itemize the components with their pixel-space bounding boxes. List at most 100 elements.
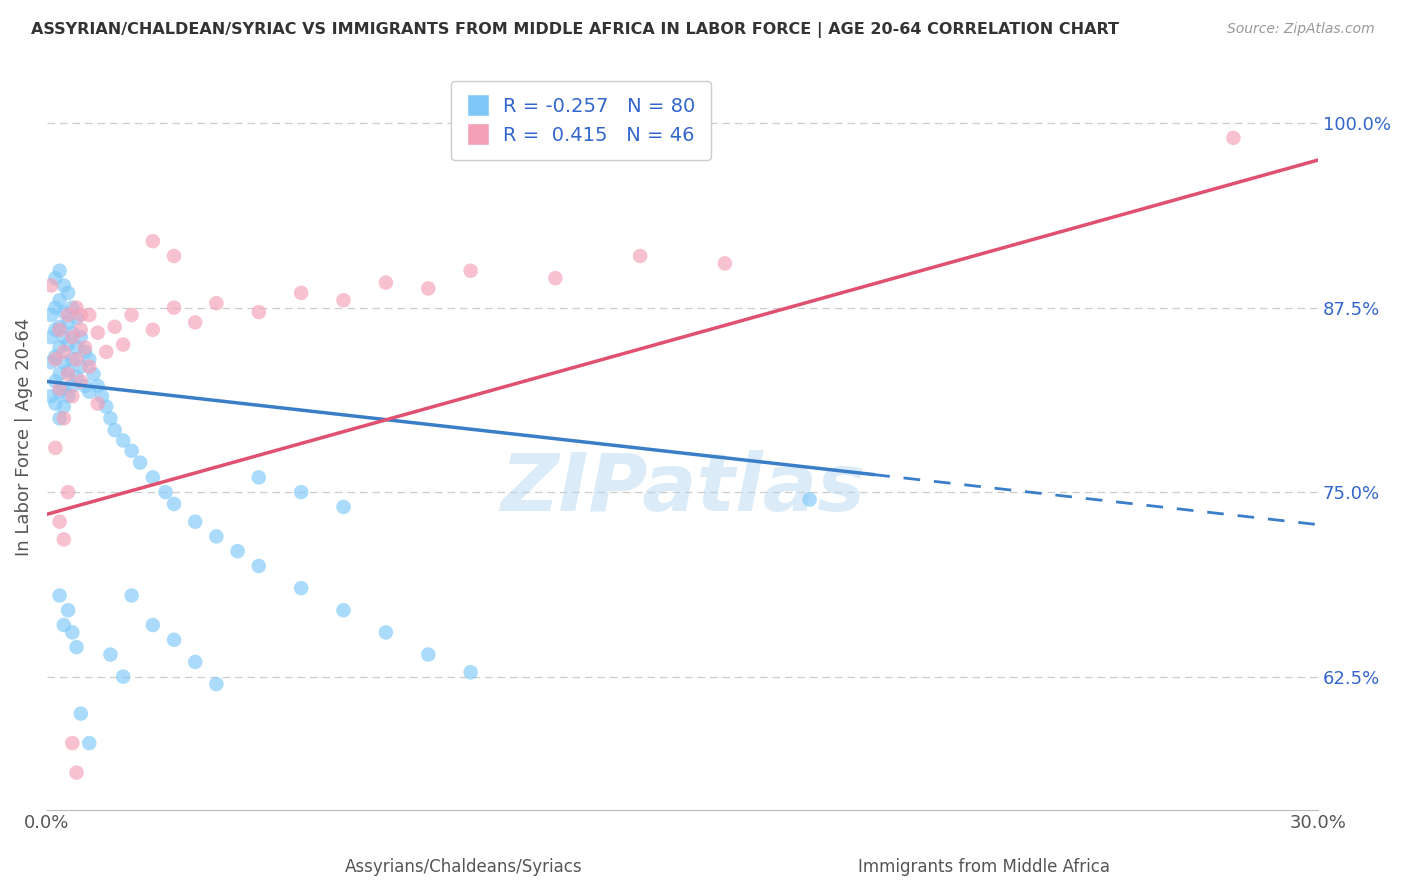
Point [104, 423, 127, 437]
Y-axis label: In Labor Force | Age 20-64: In Labor Force | Age 20-64 [15, 318, 32, 556]
Point [65, 310, 87, 325]
Point [48, 264, 70, 278]
Point [96, 345, 118, 359]
Point [83, 367, 105, 381]
Point [65, 370, 87, 384]
Point [56, 389, 79, 403]
Legend: R = -0.257   N = 80, R =  0.415   N = 46: R = -0.257 N = 80, R = 0.415 N = 46 [451, 81, 711, 160]
Point [91, 389, 114, 403]
Point [121, 308, 143, 322]
Point [73, 379, 96, 393]
Point [290, 485, 312, 500]
Point [56, 485, 79, 500]
Point [112, 434, 135, 448]
Point [142, 323, 165, 337]
Point [799, 492, 821, 507]
Point [60, 379, 83, 393]
Point [48, 515, 70, 529]
Point [48, 589, 70, 603]
Point [48, 384, 70, 399]
Point [247, 470, 270, 484]
Point [129, 456, 152, 470]
Point [460, 264, 482, 278]
Point [87, 396, 110, 410]
Point [87, 379, 110, 393]
Point [163, 249, 186, 263]
Point [121, 443, 143, 458]
Point [112, 670, 135, 684]
Point [56, 308, 79, 322]
Point [69, 359, 91, 374]
Point [56, 367, 79, 381]
Point [60, 625, 83, 640]
Point [56, 315, 79, 329]
Point [69, 330, 91, 344]
Point [69, 706, 91, 721]
Point [69, 375, 91, 389]
Point [73, 345, 96, 359]
Point [374, 276, 396, 290]
Point [332, 293, 354, 308]
Point [48, 411, 70, 425]
Point [77, 352, 100, 367]
Point [460, 665, 482, 680]
Point [60, 330, 83, 344]
Point [77, 308, 100, 322]
Point [65, 341, 87, 355]
Text: ASSYRIAN/CHALDEAN/SYRIAC VS IMMIGRANTS FROM MIDDLE AFRICA IN LABOR FORCE | AGE 2: ASSYRIAN/CHALDEAN/SYRIAC VS IMMIGRANTS F… [31, 22, 1119, 38]
Point [56, 285, 79, 300]
Point [56, 364, 79, 378]
Point [77, 384, 100, 399]
Point [52, 411, 75, 425]
Point [44, 349, 66, 363]
Point [226, 544, 249, 558]
Point [48, 323, 70, 337]
Point [65, 765, 87, 780]
Point [184, 515, 207, 529]
Point [44, 352, 66, 367]
Point [205, 529, 228, 543]
Point [39, 308, 62, 322]
Point [39, 278, 62, 293]
Point [418, 281, 440, 295]
Point [290, 285, 312, 300]
Point [100, 411, 122, 425]
Point [77, 359, 100, 374]
Point [374, 625, 396, 640]
Text: ZIPatlas: ZIPatlas [501, 450, 865, 528]
Point [163, 632, 186, 647]
Point [100, 648, 122, 662]
Point [142, 234, 165, 248]
Point [69, 323, 91, 337]
Point [184, 315, 207, 329]
Point [332, 603, 354, 617]
Point [60, 389, 83, 403]
Point [544, 271, 567, 285]
Point [205, 677, 228, 691]
Point [39, 389, 62, 403]
Point [48, 319, 70, 334]
Point [163, 497, 186, 511]
Point [205, 296, 228, 310]
Point [247, 558, 270, 573]
Text: Immigrants from Middle Africa: Immigrants from Middle Africa [858, 858, 1111, 876]
Point [48, 367, 70, 381]
Point [44, 396, 66, 410]
Text: Assyrians/Chaldeans/Syriacs: Assyrians/Chaldeans/Syriacs [344, 858, 583, 876]
Point [39, 330, 62, 344]
Point [1222, 131, 1244, 145]
Point [714, 256, 737, 270]
Point [155, 485, 177, 500]
Point [69, 308, 91, 322]
Point [52, 345, 75, 359]
Point [184, 655, 207, 669]
Point [44, 301, 66, 315]
Point [52, 355, 75, 369]
Point [44, 375, 66, 389]
Point [87, 326, 110, 340]
Point [52, 618, 75, 632]
Point [73, 341, 96, 355]
Point [60, 301, 83, 315]
Point [142, 470, 165, 484]
Point [48, 382, 70, 396]
